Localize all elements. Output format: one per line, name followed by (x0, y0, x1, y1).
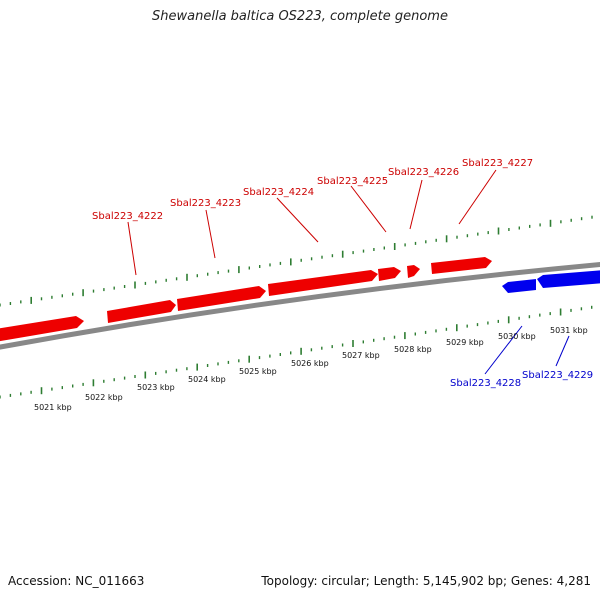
gene-label-4227[interactable]: Sbal223_4227 (462, 158, 533, 169)
scale-label-5026: 5026 kbp (291, 359, 329, 368)
gene-labels: Sbal223_4222 Sbal223_4223 Sbal223_4224 S… (92, 158, 593, 389)
upper-tick-ring (0, 215, 593, 307)
scale-label-5028: 5028 kbp (394, 345, 432, 354)
gene-callout-lines (127, 169, 570, 375)
gene-label-4228[interactable]: Sbal223_4228 (450, 378, 521, 389)
gene-arrow-sbal223-4224[interactable] (268, 270, 378, 296)
callout-line-4224 (276, 197, 319, 243)
forward-strand-genes (0, 257, 492, 342)
scale-label-5031: 5031 kbp (550, 326, 588, 335)
scale-label-5021: 5021 kbp (34, 403, 72, 412)
reverse-strand-genes (502, 270, 600, 293)
gene-arrow-sbal223-4227[interactable] (431, 257, 492, 274)
accession-text: Accession: NC_011663 (8, 574, 145, 588)
scale-label-5024: 5024 kbp (188, 375, 226, 384)
callout-line-4225 (350, 185, 387, 233)
genome-summary-text: Topology: circular; Length: 5,145,902 bp… (261, 574, 591, 588)
callout-line-4228 (484, 325, 523, 375)
gene-arrow-sbal223-4226[interactable] (407, 265, 420, 278)
gene-arrow-sbal223-4223[interactable] (177, 286, 266, 311)
gene-label-4224[interactable]: Sbal223_4224 (243, 187, 314, 198)
lower-tick-ring (0, 305, 593, 399)
callout-line-4223 (205, 209, 216, 259)
gene-arrow-sbal223-4229[interactable] (537, 270, 600, 288)
callout-line-4222 (127, 221, 137, 276)
gene-label-4226[interactable]: Sbal223_4226 (388, 167, 459, 178)
scale-label-5023: 5023 kbp (137, 383, 175, 392)
gene-label-4223[interactable]: Sbal223_4223 (170, 198, 241, 209)
map-title: Shewanella baltica OS223, complete genom… (152, 9, 448, 24)
scale-label-5025: 5025 kbp (239, 367, 277, 376)
gene-arrow-sbal223-4225[interactable] (378, 267, 401, 281)
gene-label-4225[interactable]: Sbal223_4225 (317, 176, 388, 187)
gene-label-4229[interactable]: Sbal223_4229 (522, 370, 593, 381)
callout-line-4227 (458, 169, 497, 225)
scale-label-5029: 5029 kbp (446, 338, 484, 347)
callout-line-4229 (555, 335, 570, 367)
gene-arrow-sbal223-4222[interactable] (107, 300, 176, 323)
gene-arrow-sbal223-4228[interactable] (502, 279, 536, 293)
scale-label-5030: 5030 kbp (498, 332, 536, 341)
scale-label-5022: 5022 kbp (85, 393, 123, 402)
callout-line-4226 (409, 179, 423, 230)
gene-arrow-unlabeled[interactable] (0, 316, 84, 342)
genome-backbone (0, 261, 600, 350)
scale-label-5027: 5027 kbp (342, 351, 380, 360)
kbp-scale-labels: 5021 kbp 5022 kbp 5023 kbp 5024 kbp 5025… (34, 326, 588, 412)
gene-label-4222[interactable]: Sbal223_4222 (92, 211, 163, 222)
